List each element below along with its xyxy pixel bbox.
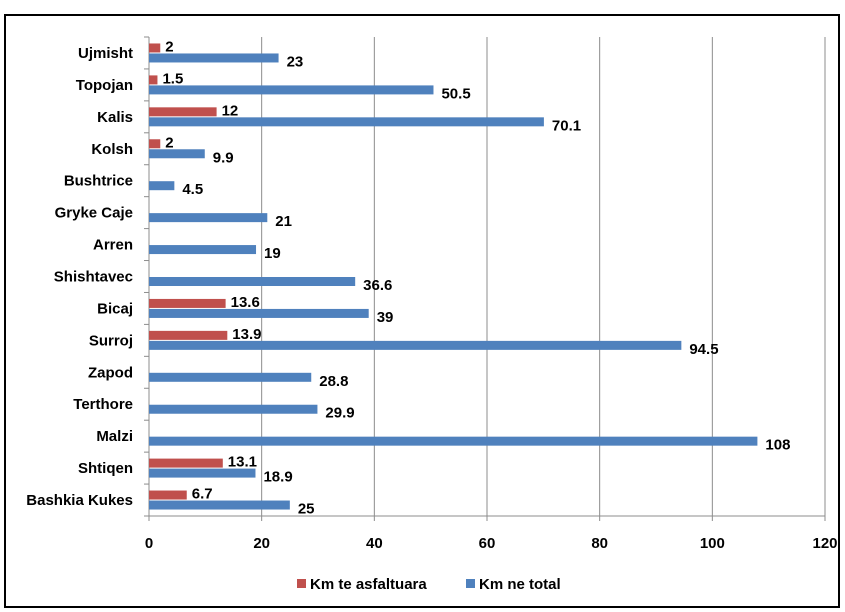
category-label: Bicaj xyxy=(97,300,133,317)
data-label-total: 36.6 xyxy=(363,277,392,294)
bar-km-ne-total xyxy=(149,213,268,223)
bar-km-te-asfaltuara xyxy=(149,298,226,308)
data-label-asfaltuara: 2 xyxy=(165,38,173,55)
data-label-total: 108 xyxy=(765,437,790,454)
category-label: Shishtavec xyxy=(54,269,133,286)
bar-km-te-asfaltuara xyxy=(149,43,161,53)
data-label-total: 25 xyxy=(298,501,315,518)
category-label: Bushtrice xyxy=(64,173,133,190)
data-label-total: 4.5 xyxy=(182,181,203,198)
category-label: Topojan xyxy=(76,77,133,94)
bar-km-te-asfaltuara xyxy=(149,107,217,117)
category-label: Kalis xyxy=(97,109,133,126)
bar-km-ne-total xyxy=(149,245,257,255)
data-label-total: 29.9 xyxy=(325,405,354,422)
bar-km-ne-total xyxy=(149,308,369,318)
x-tick-label: 0 xyxy=(145,535,153,552)
data-label-total: 28.8 xyxy=(319,373,348,390)
bar-km-ne-total xyxy=(149,468,256,478)
category-label: Malzi xyxy=(96,428,133,445)
bar-km-te-asfaltuara xyxy=(149,490,187,500)
category-label: Ujmisht xyxy=(78,45,133,62)
chart-frame xyxy=(4,14,840,608)
legend-label-total: Km ne total xyxy=(479,576,561,593)
bar-km-ne-total xyxy=(149,436,758,446)
data-label-total: 9.9 xyxy=(213,149,234,166)
data-label-total: 39 xyxy=(377,309,394,326)
bar-km-ne-total xyxy=(149,277,356,286)
data-label-asfaltuara: 6.7 xyxy=(192,486,213,503)
x-tick-label: 40 xyxy=(366,535,383,552)
category-label: Kolsh xyxy=(91,141,133,158)
bar-km-ne-total xyxy=(149,372,312,382)
bar-km-te-asfaltuara xyxy=(149,458,223,468)
x-tick-label: 80 xyxy=(591,535,608,552)
x-tick-label: 20 xyxy=(253,535,270,552)
category-label: Shtiqen xyxy=(78,460,133,477)
data-label-asfaltuara: 1.5 xyxy=(162,70,183,87)
category-label: Terthore xyxy=(73,396,133,413)
data-label-total: 21 xyxy=(275,213,292,230)
data-label-total: 94.5 xyxy=(689,341,718,358)
data-label-total: 19 xyxy=(264,245,281,262)
category-label: Arren xyxy=(93,237,133,254)
category-label: Surroj xyxy=(89,332,133,349)
bar-km-ne-total xyxy=(149,500,290,510)
bar-km-ne-total xyxy=(149,149,205,159)
bar-km-ne-total xyxy=(149,117,544,127)
data-label-total: 50.5 xyxy=(441,85,470,102)
category-label: Bashkia Kukes xyxy=(26,492,133,509)
category-label: Zapod xyxy=(88,364,133,381)
data-label-asfaltuara: 13.1 xyxy=(228,454,257,471)
bar-km-ne-total xyxy=(149,181,175,191)
x-tick-label: 100 xyxy=(700,535,725,552)
x-tick-label: 120 xyxy=(812,535,837,552)
category-label: Gryke Caje xyxy=(55,205,133,222)
bar-km-ne-total xyxy=(149,85,434,95)
data-label-asfaltuara: 12 xyxy=(222,102,239,119)
data-label-asfaltuara: 2 xyxy=(165,134,173,151)
legend-swatch-asfaltuara xyxy=(297,579,306,588)
bar-km-ne-total xyxy=(149,53,279,63)
data-label-total: 18.9 xyxy=(263,469,292,486)
x-tick-label: 60 xyxy=(479,535,496,552)
bar-km-ne-total xyxy=(149,340,682,350)
bar-km-te-asfaltuara xyxy=(149,330,228,340)
bar-km-ne-total xyxy=(149,404,318,414)
bar-km-te-asfaltuara xyxy=(149,75,158,85)
bar-km-te-asfaltuara xyxy=(149,139,161,149)
data-label-total: 70.1 xyxy=(552,117,581,134)
data-label-total: 23 xyxy=(287,53,304,70)
legend-label-asfaltuara: Km te asfaltuara xyxy=(310,576,427,593)
legend-swatch-total xyxy=(466,579,475,588)
data-label-asfaltuara: 13.6 xyxy=(231,294,260,311)
data-label-asfaltuara: 13.9 xyxy=(232,326,261,343)
